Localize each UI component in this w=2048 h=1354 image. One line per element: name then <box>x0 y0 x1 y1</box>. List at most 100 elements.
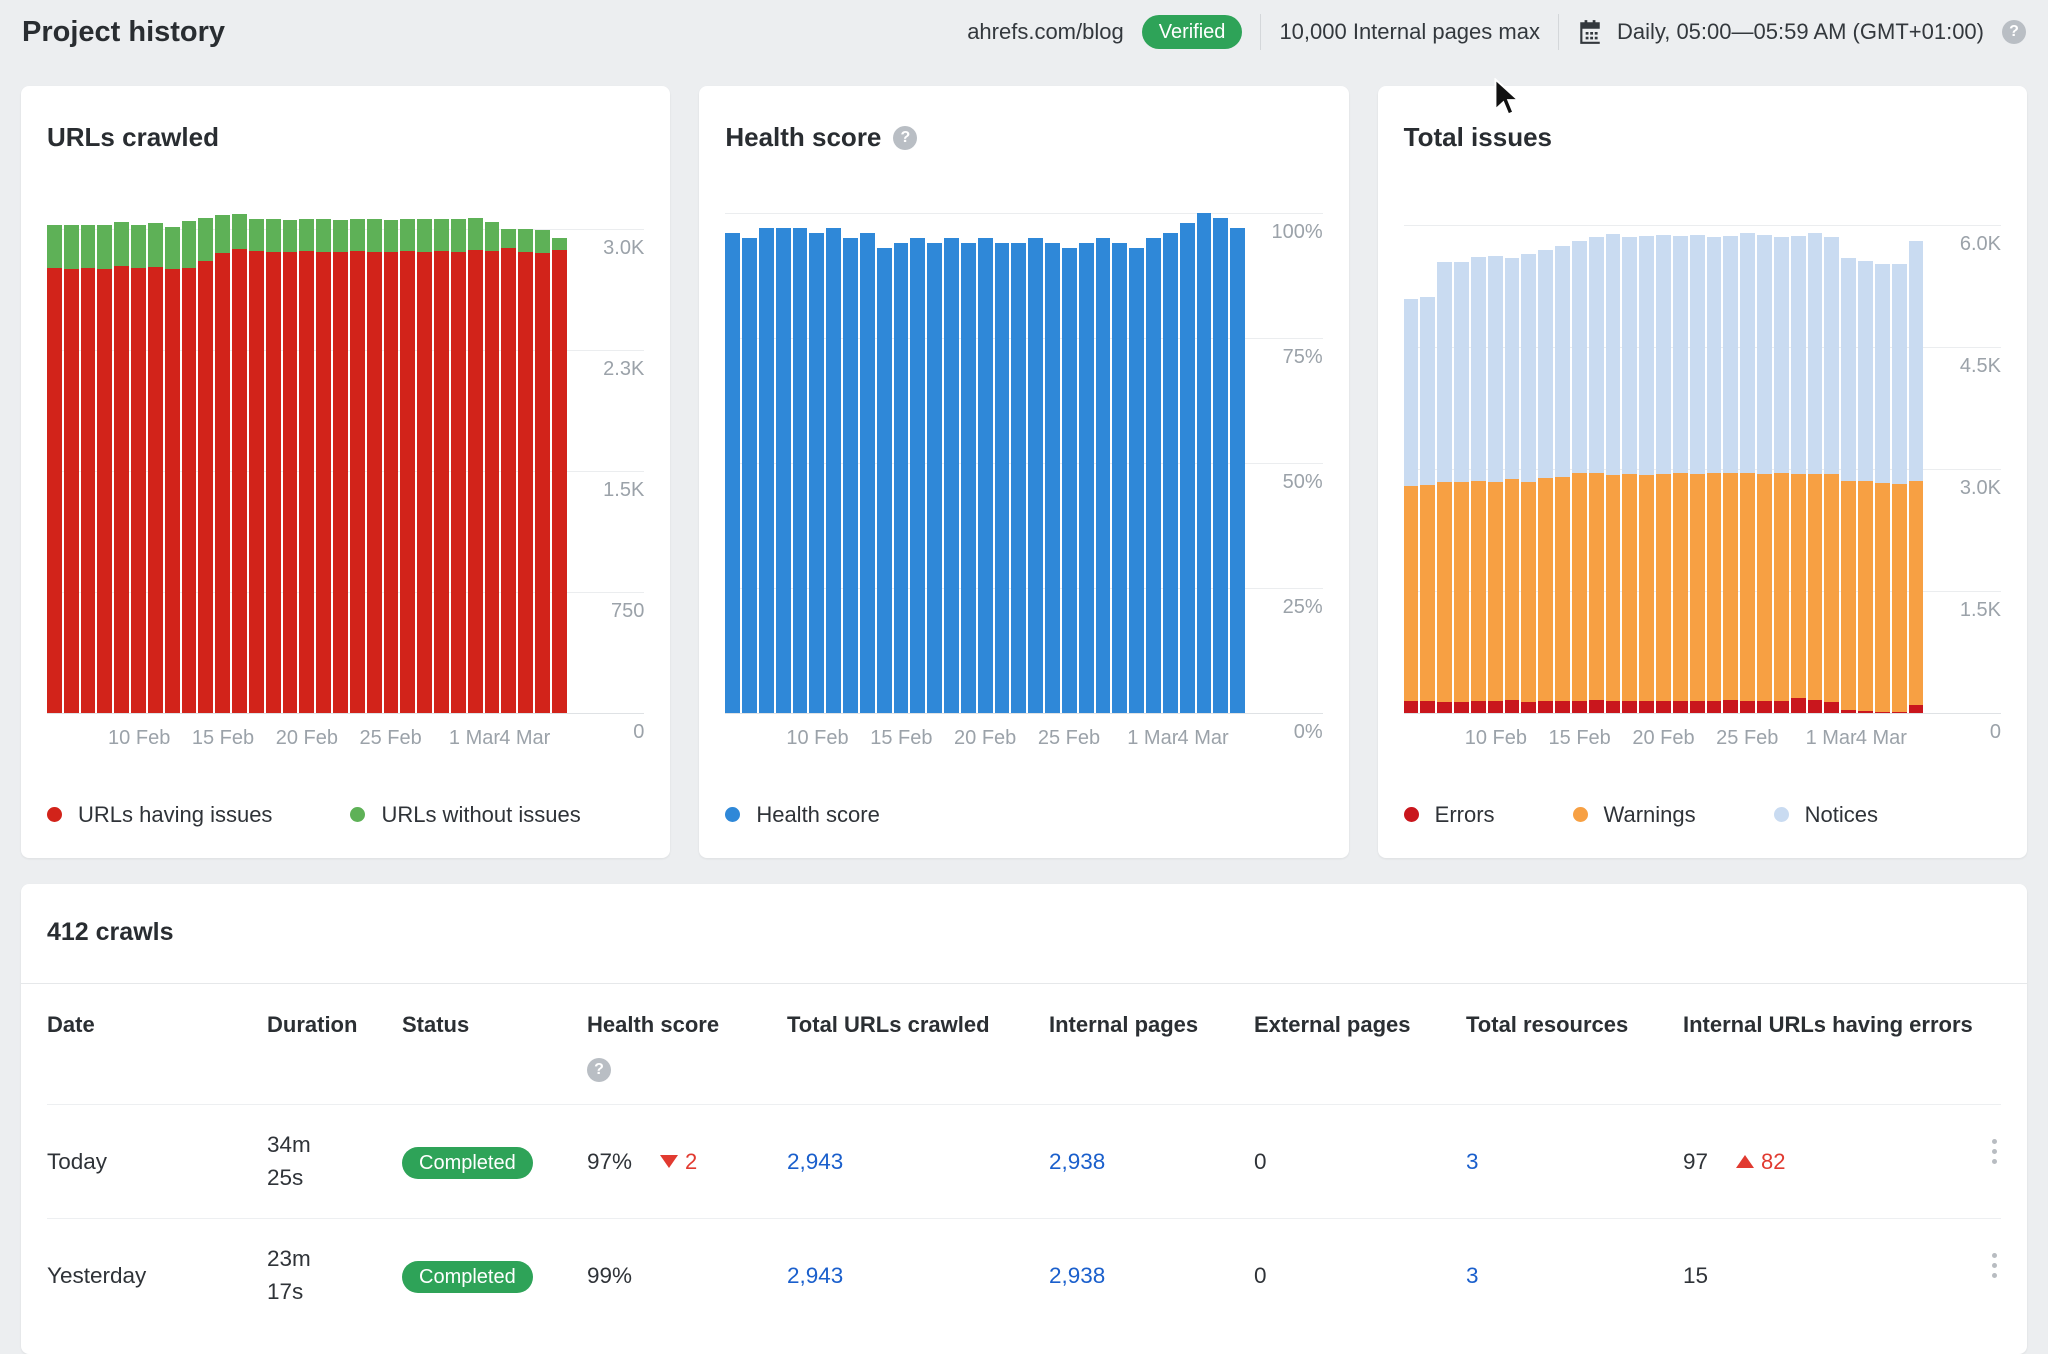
legend-dot <box>1773 807 1789 822</box>
x-axis-label: 1 Mar <box>1805 727 1857 749</box>
urls-crawled-x-axis: 10 Feb 15 Feb 20 Feb 25 Feb 1 Mar 4 Mar <box>47 713 567 759</box>
bar <box>1504 258 1520 713</box>
legend-label: Notices <box>1804 802 1879 827</box>
bar-segment <box>859 233 875 713</box>
column-header-date[interactable]: Date <box>47 1012 267 1038</box>
column-header-external-pages[interactable]: External pages <box>1254 1012 1466 1038</box>
column-header-duration[interactable]: Duration <box>267 1012 402 1038</box>
cell-status: Completed <box>402 1260 587 1293</box>
bar-segment <box>1061 248 1077 713</box>
bar-segment <box>1045 243 1060 713</box>
cell-status: Completed <box>402 1146 587 1179</box>
y-axis-label: 6.0K <box>1959 233 2001 255</box>
bar <box>1740 233 1756 713</box>
bar-segment <box>248 219 264 251</box>
bar <box>1162 233 1178 713</box>
bar-segment <box>551 238 567 250</box>
bar-segment <box>1740 701 1756 713</box>
column-header-internal-urls-having-errors[interactable]: Internal URLs having errors <box>1683 1012 1973 1038</box>
bar <box>1555 246 1570 713</box>
bar-segment <box>1841 710 1857 713</box>
health-score-help-icon[interactable] <box>893 125 918 150</box>
bar <box>1824 237 1840 713</box>
y-axis-label: 1.5K <box>603 479 645 501</box>
internal-pages-link[interactable]: 2,938 <box>1049 1148 1106 1174</box>
bar-segment <box>366 219 382 252</box>
bar <box>1011 243 1027 713</box>
bar-segment <box>1706 237 1722 473</box>
bar-segment <box>1723 236 1739 473</box>
y-axis-label: 0 <box>1989 721 2001 743</box>
bar <box>383 220 399 713</box>
column-header-label: Total resources <box>1466 1012 1629 1037</box>
bar-segment <box>1437 262 1453 482</box>
column-header-health-score[interactable]: Health score <box>587 1012 787 1082</box>
chart-bars[interactable] <box>1403 213 1924 713</box>
bar-segment <box>792 228 808 713</box>
total-urls-link[interactable]: 2,943 <box>787 1148 844 1174</box>
chart-bars[interactable] <box>725 213 1245 713</box>
total-issues-plot[interactable]: 6.0K 4.5K 3.0K 1.5K 0 <box>1403 213 2001 743</box>
bar-segment <box>1841 258 1857 481</box>
column-header-internal-pages[interactable]: Internal pages <box>1049 1012 1254 1038</box>
internal-pages-link[interactable]: 2,938 <box>1049 1262 1106 1288</box>
health-score-plot[interactable]: 100% 75% 50% 25% 0% <box>725 213 1323 743</box>
bar-segment <box>215 215 231 253</box>
bar-segment <box>1689 701 1705 713</box>
column-header-total-resources[interactable]: Total resources <box>1466 1012 1683 1038</box>
bar <box>994 243 1010 713</box>
column-header-total-urls-crawled[interactable]: Total URLs crawled <box>787 1012 1049 1038</box>
bar <box>927 243 943 713</box>
bar-segment <box>1824 702 1840 713</box>
schedule-help-icon[interactable] <box>2002 20 2026 44</box>
column-header-label: Date <box>47 1012 95 1037</box>
bar-segment <box>1129 248 1145 713</box>
total-resources-link[interactable]: 3 <box>1466 1262 1479 1288</box>
bar-segment <box>147 223 163 267</box>
column-header-status[interactable]: Status <box>402 1012 587 1038</box>
health-score-x-axis: 10 Feb 15 Feb 20 Feb 25 Feb 1 Mar 4 Mar <box>725 713 1245 759</box>
row-actions-menu-button[interactable] <box>1988 1247 2001 1284</box>
urls-crawled-plot[interactable]: 3.0K 2.3K 1.5K 750 0 <box>47 213 645 743</box>
bar <box>1230 228 1245 713</box>
bar-segment <box>1824 474 1840 702</box>
health-score-help-icon[interactable] <box>587 1058 611 1082</box>
gridline <box>1403 225 2001 226</box>
bar-segment <box>944 238 959 713</box>
triangle-down-icon <box>660 1155 679 1169</box>
gridline <box>725 213 1323 214</box>
bar <box>1487 256 1503 713</box>
bar <box>215 215 231 713</box>
bar-segment <box>1672 701 1688 713</box>
bar <box>1538 250 1554 713</box>
total-urls-link[interactable]: 2,943 <box>787 1262 844 1288</box>
chart-bars[interactable] <box>47 213 567 713</box>
row-actions-menu-button[interactable] <box>1988 1133 2001 1170</box>
cell-internal-urls-errors: 15 <box>1683 1263 1973 1289</box>
bar <box>1454 262 1469 713</box>
y-axis-label: 750 <box>610 600 645 622</box>
column-header-label: Health score <box>587 1012 720 1037</box>
total-resources-link[interactable]: 3 <box>1466 1148 1479 1174</box>
bar-segment <box>1588 473 1604 700</box>
bar-segment <box>809 233 825 713</box>
bar-segment <box>131 225 146 268</box>
bar-segment <box>97 269 113 713</box>
bar <box>1605 234 1621 713</box>
bar <box>1706 237 1722 713</box>
bar <box>248 219 264 713</box>
x-axis-label: 10 Feb <box>1464 727 1527 749</box>
bar <box>47 225 62 713</box>
bar-segment <box>977 238 993 713</box>
table-row: Yesterday 23m 17s Completed 99% 2,943 2,938 0 3… <box>47 1218 2001 1332</box>
bar <box>63 225 79 713</box>
y-axis-label: 0 <box>633 721 645 743</box>
bar-segment <box>467 218 483 250</box>
cell-total-urls: 2,943 <box>787 1263 1049 1289</box>
legend-label: Errors <box>1434 802 1495 827</box>
bar-segment <box>826 228 842 713</box>
y-axis-label: 2.3K <box>603 358 645 380</box>
bar-segment <box>1639 701 1655 713</box>
bar <box>1078 243 1094 713</box>
bar-segment <box>1874 483 1890 712</box>
